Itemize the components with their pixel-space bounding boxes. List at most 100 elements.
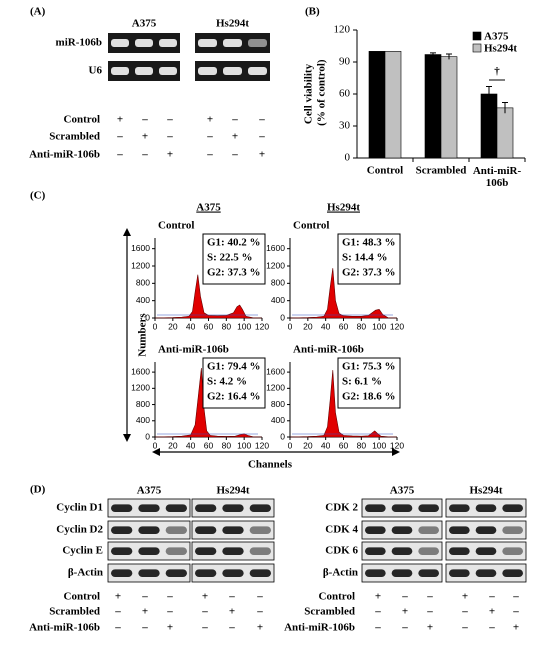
blot-band: [365, 569, 386, 577]
blot-band: [502, 569, 523, 577]
y-tick-label: 1200: [266, 260, 285, 270]
sign: –: [166, 606, 173, 618]
gel-band: [198, 67, 217, 75]
y-axis-label: Numbers: [137, 313, 149, 357]
sign: +: [167, 622, 173, 634]
blot-band: [249, 547, 271, 555]
stats-text: G1: 48.3 %: [342, 237, 395, 249]
sign: –: [141, 149, 148, 161]
group-label: Hs294t: [327, 202, 360, 214]
stats-text: S: 4.2 %: [207, 376, 247, 388]
chart-title: Anti-miR-106b: [158, 344, 229, 356]
x-tick-label: 0: [153, 321, 158, 331]
blot-band: [165, 569, 187, 577]
error-bar: [502, 102, 508, 114]
sign: –: [374, 606, 381, 618]
blot-band: [449, 547, 470, 555]
y-tick-label: 1200: [131, 383, 150, 393]
gel-band: [159, 39, 177, 47]
y-tick-label: 1200: [266, 383, 285, 393]
group-label: A375: [390, 485, 415, 497]
stats-box: [337, 233, 401, 285]
x-tick-label: 100: [237, 440, 251, 450]
x-tick-label: 100: [237, 321, 251, 331]
stats-box: [202, 233, 266, 285]
blot-band: [365, 547, 386, 555]
blot-band: [165, 547, 187, 555]
sign: –: [228, 591, 235, 603]
blot-band: [165, 526, 187, 534]
chart-title: Control: [293, 220, 329, 232]
condition-label: Scrambled: [49, 606, 100, 618]
stats-text: G1: 75.3 %: [342, 361, 395, 373]
sign: –: [512, 591, 519, 603]
y-tick-label: 1600: [131, 366, 150, 376]
histogram-area: [154, 274, 263, 319]
x-tick-label: 60: [339, 321, 349, 331]
blot-band: [249, 569, 271, 577]
sign: –: [488, 622, 495, 634]
sign: –: [116, 131, 123, 143]
gel-band: [223, 39, 242, 47]
chart-title: Control: [158, 220, 194, 232]
row-label: CDK 4: [325, 524, 358, 536]
sign: –: [228, 622, 235, 634]
stats-text: S: 22.5 %: [207, 252, 253, 264]
sign: –: [114, 622, 121, 634]
x-tick-label: 20: [168, 321, 178, 331]
x-tick-label: 0: [288, 321, 293, 331]
blot-band: [195, 504, 217, 512]
y-tick-label: 0: [145, 312, 150, 322]
gel-band: [248, 39, 267, 47]
group-label: Hs294t: [470, 485, 503, 497]
blot-band: [449, 504, 470, 512]
bar: [496, 107, 514, 159]
group-label: Hs294t: [217, 485, 250, 497]
y-tick-label: 30: [339, 120, 351, 132]
y-tick-label: 1200: [131, 260, 150, 270]
error-bar: [446, 53, 452, 60]
sign: –: [401, 591, 408, 603]
x-tick-label: 0: [153, 440, 158, 450]
legend-swatch: [472, 31, 482, 41]
group-label: A375: [137, 485, 162, 497]
row-label: miR-106b: [56, 37, 102, 49]
condition-label: Control: [64, 114, 100, 126]
legend-swatch: [472, 43, 482, 53]
blot-band: [111, 504, 133, 512]
x-tick-label: Control: [367, 165, 403, 177]
sign: –: [141, 114, 148, 126]
error-bar: [486, 86, 492, 102]
x-tick-label: 40: [186, 440, 196, 450]
y-tick-label: 60: [339, 88, 351, 100]
sign: –: [166, 131, 173, 143]
blot-band: [222, 504, 244, 512]
row-label: CDK 2: [325, 502, 358, 514]
blot-band: [475, 547, 497, 555]
y-tick-label: 800: [136, 278, 150, 288]
sign: –: [258, 131, 265, 143]
panel-label: (A): [30, 6, 46, 18]
y-tick-label: 1600: [266, 243, 285, 253]
blot-band: [391, 504, 413, 512]
x-tick-label: 120: [255, 440, 269, 450]
sign: –: [231, 149, 238, 161]
x-tick-label: 60: [204, 440, 214, 450]
y-tick-label: 800: [271, 278, 285, 288]
blot-band: [418, 569, 439, 577]
x-tick-label: 80: [357, 440, 367, 450]
gel-band: [111, 39, 129, 47]
x-tick-label: 120: [255, 321, 269, 331]
sign: –: [258, 114, 265, 126]
x-tick-label: 80: [357, 321, 367, 331]
y-tick-label: 120: [334, 24, 351, 36]
stats-text: G1: 79.4 %: [207, 361, 260, 373]
y-tick-label: 90: [339, 56, 351, 68]
annotation: †: [494, 66, 500, 78]
gel-band: [223, 67, 242, 75]
legend-label: A375: [484, 31, 509, 43]
y-axis-label: Cell viability (% of control): [302, 59, 327, 128]
gel-band: [111, 67, 129, 75]
blot-band: [391, 526, 413, 534]
